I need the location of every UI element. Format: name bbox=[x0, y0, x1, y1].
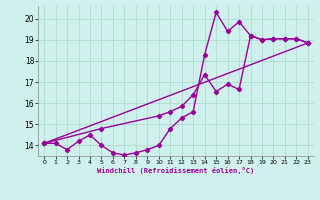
X-axis label: Windchill (Refroidissement éolien,°C): Windchill (Refroidissement éolien,°C) bbox=[97, 167, 255, 174]
